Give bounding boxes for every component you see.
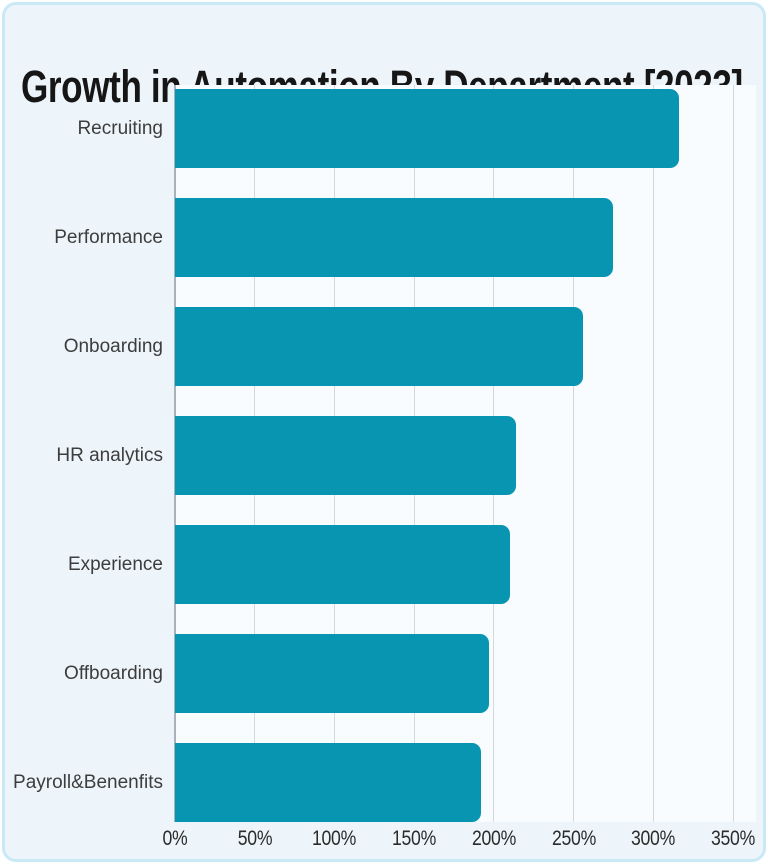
gridline (573, 85, 575, 822)
gridline (732, 85, 734, 822)
bar-payroll-benenfits (175, 743, 482, 822)
bar-experience (175, 525, 510, 604)
x-tick-label: 200% (471, 827, 516, 850)
bar-performance (175, 198, 614, 277)
bar-offboarding (175, 634, 490, 713)
bar-hr-analytics (175, 416, 517, 495)
category-label: Onboarding (63, 335, 163, 357)
x-tick-label: 250% (551, 827, 596, 850)
category-label: Payroll&Benenfits (13, 771, 163, 793)
x-tick-label: 150% (392, 827, 437, 850)
x-tick-label: 0% (162, 827, 188, 850)
category-label: Offboarding (64, 662, 163, 684)
x-tick-label: 50% (237, 827, 272, 850)
bar-onboarding (175, 307, 584, 386)
category-label: HR analytics (56, 444, 163, 466)
category-label: Performance (54, 226, 163, 248)
bar-recruiting (175, 89, 679, 168)
category-label: Recruiting (77, 117, 163, 139)
bar-chart: 0% 50% 100% 150% 200% 250% 300% 350% Recruiting P… (5, 5, 763, 859)
x-tick-label: 100% (312, 827, 357, 850)
gridline (652, 85, 654, 822)
x-tick-label: 300% (631, 827, 676, 850)
x-tick-label: 350% (710, 827, 756, 850)
category-label: Experience (67, 553, 163, 575)
